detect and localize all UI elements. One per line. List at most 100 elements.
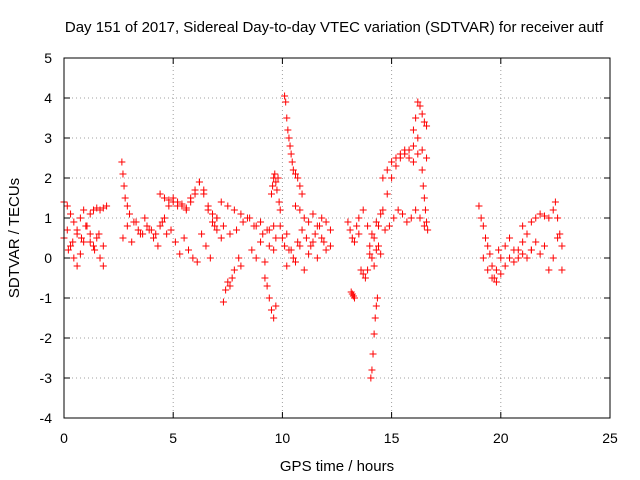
data-point bbox=[536, 250, 544, 258]
data-point bbox=[383, 190, 391, 198]
data-point bbox=[423, 218, 431, 226]
data-point bbox=[326, 226, 334, 234]
data-point bbox=[160, 194, 168, 202]
data-point bbox=[219, 298, 227, 306]
data-point bbox=[158, 218, 166, 226]
data-point bbox=[479, 222, 487, 230]
data-point bbox=[289, 254, 297, 262]
data-point bbox=[191, 186, 199, 194]
data-point bbox=[302, 234, 310, 242]
data-point bbox=[379, 206, 387, 214]
data-point bbox=[248, 246, 256, 254]
data-point bbox=[313, 254, 321, 262]
data-point bbox=[371, 314, 379, 322]
data-point bbox=[273, 186, 281, 194]
data-point bbox=[488, 262, 496, 270]
x-tick-label: 20 bbox=[493, 430, 509, 446]
data-point bbox=[377, 250, 385, 258]
data-point bbox=[309, 238, 317, 246]
data-point bbox=[554, 234, 562, 242]
data-point bbox=[171, 238, 179, 246]
data-point bbox=[283, 114, 291, 122]
data-point bbox=[176, 250, 184, 258]
data-point bbox=[237, 210, 245, 218]
data-point bbox=[418, 146, 426, 154]
data-point bbox=[286, 142, 294, 150]
data-point bbox=[519, 250, 527, 258]
data-point bbox=[368, 254, 376, 262]
data-point bbox=[294, 238, 302, 246]
data-point bbox=[501, 262, 509, 270]
data-point bbox=[270, 246, 278, 254]
data-point bbox=[152, 230, 160, 238]
data-point bbox=[76, 214, 84, 222]
data-point bbox=[296, 242, 304, 250]
data-point bbox=[368, 230, 376, 238]
data-point bbox=[99, 262, 107, 270]
data-point bbox=[399, 210, 407, 218]
data-point bbox=[344, 218, 352, 226]
data-point bbox=[165, 196, 173, 204]
data-point bbox=[267, 306, 275, 314]
data-point bbox=[89, 242, 97, 250]
data-point bbox=[289, 166, 297, 174]
data-point bbox=[392, 162, 400, 170]
data-point bbox=[224, 278, 232, 286]
y-tick-label: 5 bbox=[44, 50, 52, 66]
data-point bbox=[394, 206, 402, 214]
data-point bbox=[501, 242, 509, 250]
data-point bbox=[141, 214, 149, 222]
y-tick-label: -2 bbox=[40, 330, 53, 346]
data-point bbox=[126, 210, 134, 218]
data-point bbox=[366, 242, 374, 250]
x-axis-ticks: 0 5 10 15 20 25 bbox=[60, 58, 618, 446]
data-point bbox=[484, 242, 492, 250]
data-point bbox=[527, 246, 535, 254]
data-point bbox=[383, 166, 391, 174]
data-point bbox=[523, 254, 531, 262]
data-point bbox=[195, 178, 203, 186]
data-point bbox=[350, 294, 358, 302]
data-point bbox=[348, 234, 356, 242]
data-point bbox=[366, 250, 374, 258]
data-point bbox=[119, 170, 127, 178]
data-point bbox=[510, 258, 518, 266]
data-point bbox=[276, 206, 284, 214]
data-point bbox=[219, 222, 227, 230]
data-point bbox=[224, 202, 232, 210]
data-point bbox=[558, 266, 566, 274]
data-point bbox=[86, 210, 94, 218]
data-point bbox=[189, 254, 197, 262]
data-point bbox=[267, 190, 275, 198]
data-point bbox=[123, 202, 131, 210]
data-point bbox=[93, 234, 101, 242]
data-point bbox=[486, 250, 494, 258]
data-point bbox=[396, 150, 404, 158]
data-point bbox=[145, 226, 153, 234]
data-point bbox=[388, 158, 396, 166]
data-point bbox=[76, 250, 84, 258]
data-point bbox=[419, 182, 427, 190]
data-point bbox=[424, 226, 432, 234]
data-point bbox=[165, 202, 173, 210]
y-axis-ticks: -4 -3 -2 -1 0 1 2 3 4 5 bbox=[40, 50, 610, 426]
data-point bbox=[136, 230, 144, 238]
data-point bbox=[388, 174, 396, 182]
data-point bbox=[545, 266, 553, 274]
data-point bbox=[184, 246, 192, 254]
data-point bbox=[322, 218, 330, 226]
data-point bbox=[275, 198, 283, 206]
data-point bbox=[372, 218, 380, 226]
data-point bbox=[95, 230, 103, 238]
data-point bbox=[412, 114, 420, 122]
data-point bbox=[213, 214, 221, 222]
data-point bbox=[477, 214, 485, 222]
data-point bbox=[281, 242, 289, 250]
data-point bbox=[274, 174, 282, 182]
y-tick-label: 1 bbox=[44, 210, 52, 226]
data-point bbox=[278, 234, 286, 242]
data-point bbox=[67, 210, 75, 218]
y-tick-label: 2 bbox=[44, 170, 52, 186]
data-point bbox=[318, 234, 326, 242]
data-point bbox=[355, 214, 363, 222]
